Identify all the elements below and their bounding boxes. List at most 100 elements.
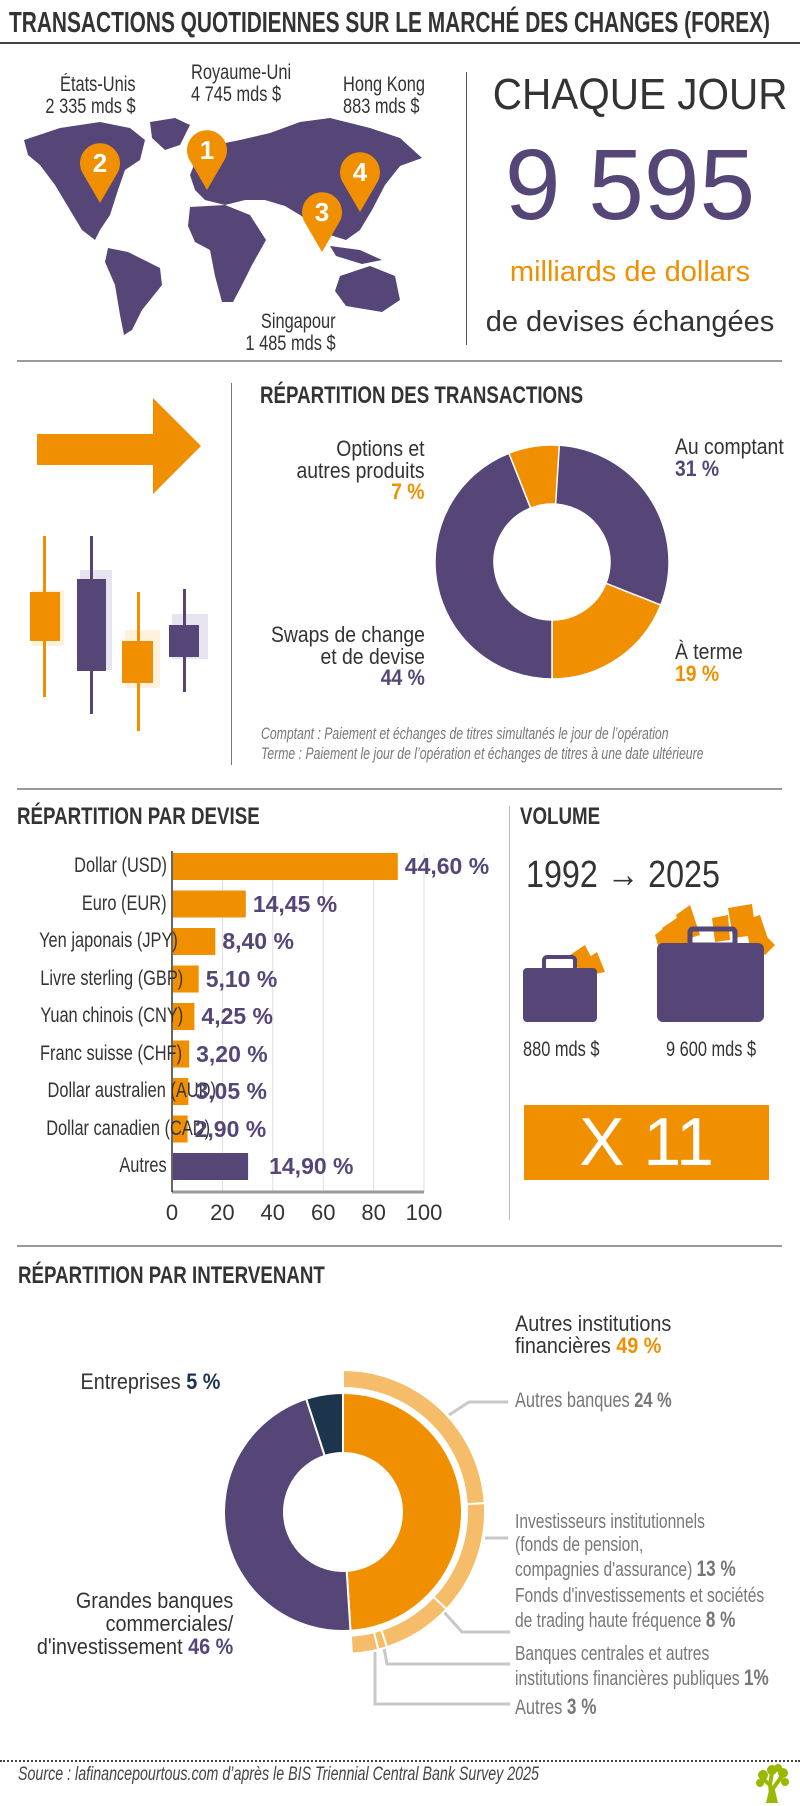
daily-line1: CHAQUE JOUR [492, 70, 788, 119]
map-label-us: États-Unis 2 335 mds $ [20, 74, 135, 118]
footer-divider [0, 1760, 800, 1762]
map-pin-number: 4 [353, 157, 368, 187]
bar-value-label: 44,60 % [404, 853, 490, 879]
label-autres-institutions: Autres institutions financières 49 % [515, 1313, 689, 1357]
greenland-shape [150, 118, 190, 150]
participants-donut-chart [223, 1368, 510, 1706]
volume-years: 1992 → 2025 [526, 854, 754, 897]
category-label: Dollar australien (AUD) [0, 1079, 215, 1103]
source-line: Source : lafinancepourtous.com d’après l… [18, 1764, 539, 1785]
value-text: 49 % [616, 1333, 662, 1358]
bar-value-label: 3,05 % [195, 1078, 267, 1104]
vertical-divider [509, 806, 510, 1220]
bar-value-label: 2,90 % [194, 1115, 267, 1142]
outer-ring-slice [349, 1630, 380, 1655]
label-text: Banques centrales et autres [515, 1643, 710, 1665]
heading-text: RÉPARTITION PAR INTERVENANT [18, 1262, 325, 1289]
vertical-divider [466, 72, 467, 345]
label-text: et de devise [320, 643, 425, 669]
map-pin-number: 1 [200, 135, 214, 165]
participants-heading: RÉPARTITION PAR INTERVENANT [18, 1262, 411, 1290]
label-comptant: Au comptant 31 % [675, 434, 799, 481]
label-fonds: Fonds d'investissements et sociétés de tr… [515, 1585, 800, 1633]
category-text: Dollar australien (AUD) [47, 1079, 216, 1102]
value-text: 1% [743, 1665, 769, 1690]
value-text: 44 % [380, 665, 425, 690]
donut-slice [434, 452, 553, 680]
value-text: 46 % [187, 1634, 233, 1659]
label-text: Au comptant [675, 434, 784, 459]
bar [173, 1153, 249, 1180]
transactions-heading: RÉPARTITION DES TRANSACTIONS [260, 382, 674, 410]
location-value: 883 mds $ [343, 95, 420, 118]
x-tick-label: 60 [311, 1200, 335, 1225]
label-text: financières [515, 1333, 611, 1358]
divider [17, 1245, 782, 1247]
southeast-asia-shape [330, 246, 382, 264]
source-text: Source : lafinancepourtous.com d’après l… [18, 1764, 713, 1786]
bar [173, 965, 199, 993]
category-label: Autres [0, 1154, 167, 1178]
daily-unit: milliards de dollars [509, 256, 751, 288]
currency-heading: RÉPARTITION PAR DEVISE [17, 803, 328, 831]
arrow-right-icon [37, 398, 201, 494]
bar [173, 890, 246, 918]
divider [17, 788, 782, 790]
label-grandes-banques: Grandes banques commerciales/d'investisse… [0, 1589, 233, 1658]
briefcase-small-icon [523, 945, 605, 1022]
page-title-text: TRANSACTIONS QUOTIDIENNES SUR LE MARCHÉ … [9, 7, 771, 39]
label-terme: À terme 19 % [675, 641, 752, 686]
vertical-divider [231, 383, 232, 765]
leader-line [373, 1652, 510, 1706]
label-swaps: Swaps de change et de devise 44 % [230, 624, 425, 689]
south-america-shape [105, 248, 162, 335]
donut-slice [304, 1391, 344, 1458]
volume-to: 9 600 mds $ [666, 1038, 782, 1062]
candlestick-chart-icon [30, 398, 208, 731]
category-text: Livre sterling (GBP) [40, 966, 184, 990]
location-value: 1 485 mds $ [245, 332, 336, 355]
value-text: 19 % [675, 660, 720, 686]
map-label-sg: Singapour 1 485 mds $ [220, 311, 335, 355]
category-text: Dollar (USD) [74, 854, 167, 877]
label-text: Entreprises [80, 1369, 181, 1394]
location-name: Royaume-Uni [191, 61, 292, 84]
category-text: Yuan chinois (CNY) [40, 1004, 184, 1027]
x-tick-label: 0 [166, 1200, 178, 1225]
label-text: Autres banques [515, 1389, 630, 1412]
value-text: 880 mds $ [523, 1038, 600, 1061]
category-text: Yen japonais (JPY) [39, 929, 178, 952]
bar [173, 1040, 190, 1068]
map-label-uk: Royaume-Uni 4 745 mds $ [191, 62, 319, 106]
category-label: Euro (EUR) [0, 892, 167, 916]
category-label: Livre sterling (GBP) [0, 967, 183, 991]
bar-value-label: 14,45 % [252, 890, 338, 917]
leader-line [448, 1400, 508, 1417]
bar-value-label: 3,20 % [196, 1040, 268, 1067]
value-text: 13 % [696, 1556, 736, 1581]
value-text: 31 % [675, 455, 720, 481]
heading-text: RÉPARTITION DES TRANSACTIONS [260, 382, 584, 409]
label-text: Autres [515, 1696, 563, 1719]
map-pin-icon [80, 143, 120, 203]
value-text: 3 % [566, 1694, 597, 1719]
briefcase-large-icon [655, 904, 775, 1022]
eurasia-shape [190, 118, 422, 240]
volume-from: 880 mds $ [523, 1038, 621, 1062]
category-label: Franc suisse (CHF) [0, 1042, 182, 1066]
location-value: 4 745 mds $ [191, 83, 282, 106]
label-autres: Autres 3 % [515, 1694, 619, 1720]
label-text: Autres institutions [515, 1311, 672, 1336]
location-name: Singapour [260, 310, 336, 333]
x-tick-label: 20 [210, 1200, 234, 1225]
label-text: Fonds d'investissements et sociétés [515, 1585, 765, 1607]
x-tick-label: 80 [361, 1200, 385, 1225]
location-name: États-Unis [60, 73, 136, 96]
currency-bar-chart: 0 20 40 60 80 100 [166, 851, 442, 1225]
note-comptant: Comptant : Paiement et échanges de titre… [261, 724, 669, 743]
category-label: Dollar canadien (CAD) [0, 1117, 210, 1141]
location-name: Hong Kong [343, 73, 425, 96]
bar [173, 1003, 195, 1030]
donut-slice [551, 582, 662, 680]
